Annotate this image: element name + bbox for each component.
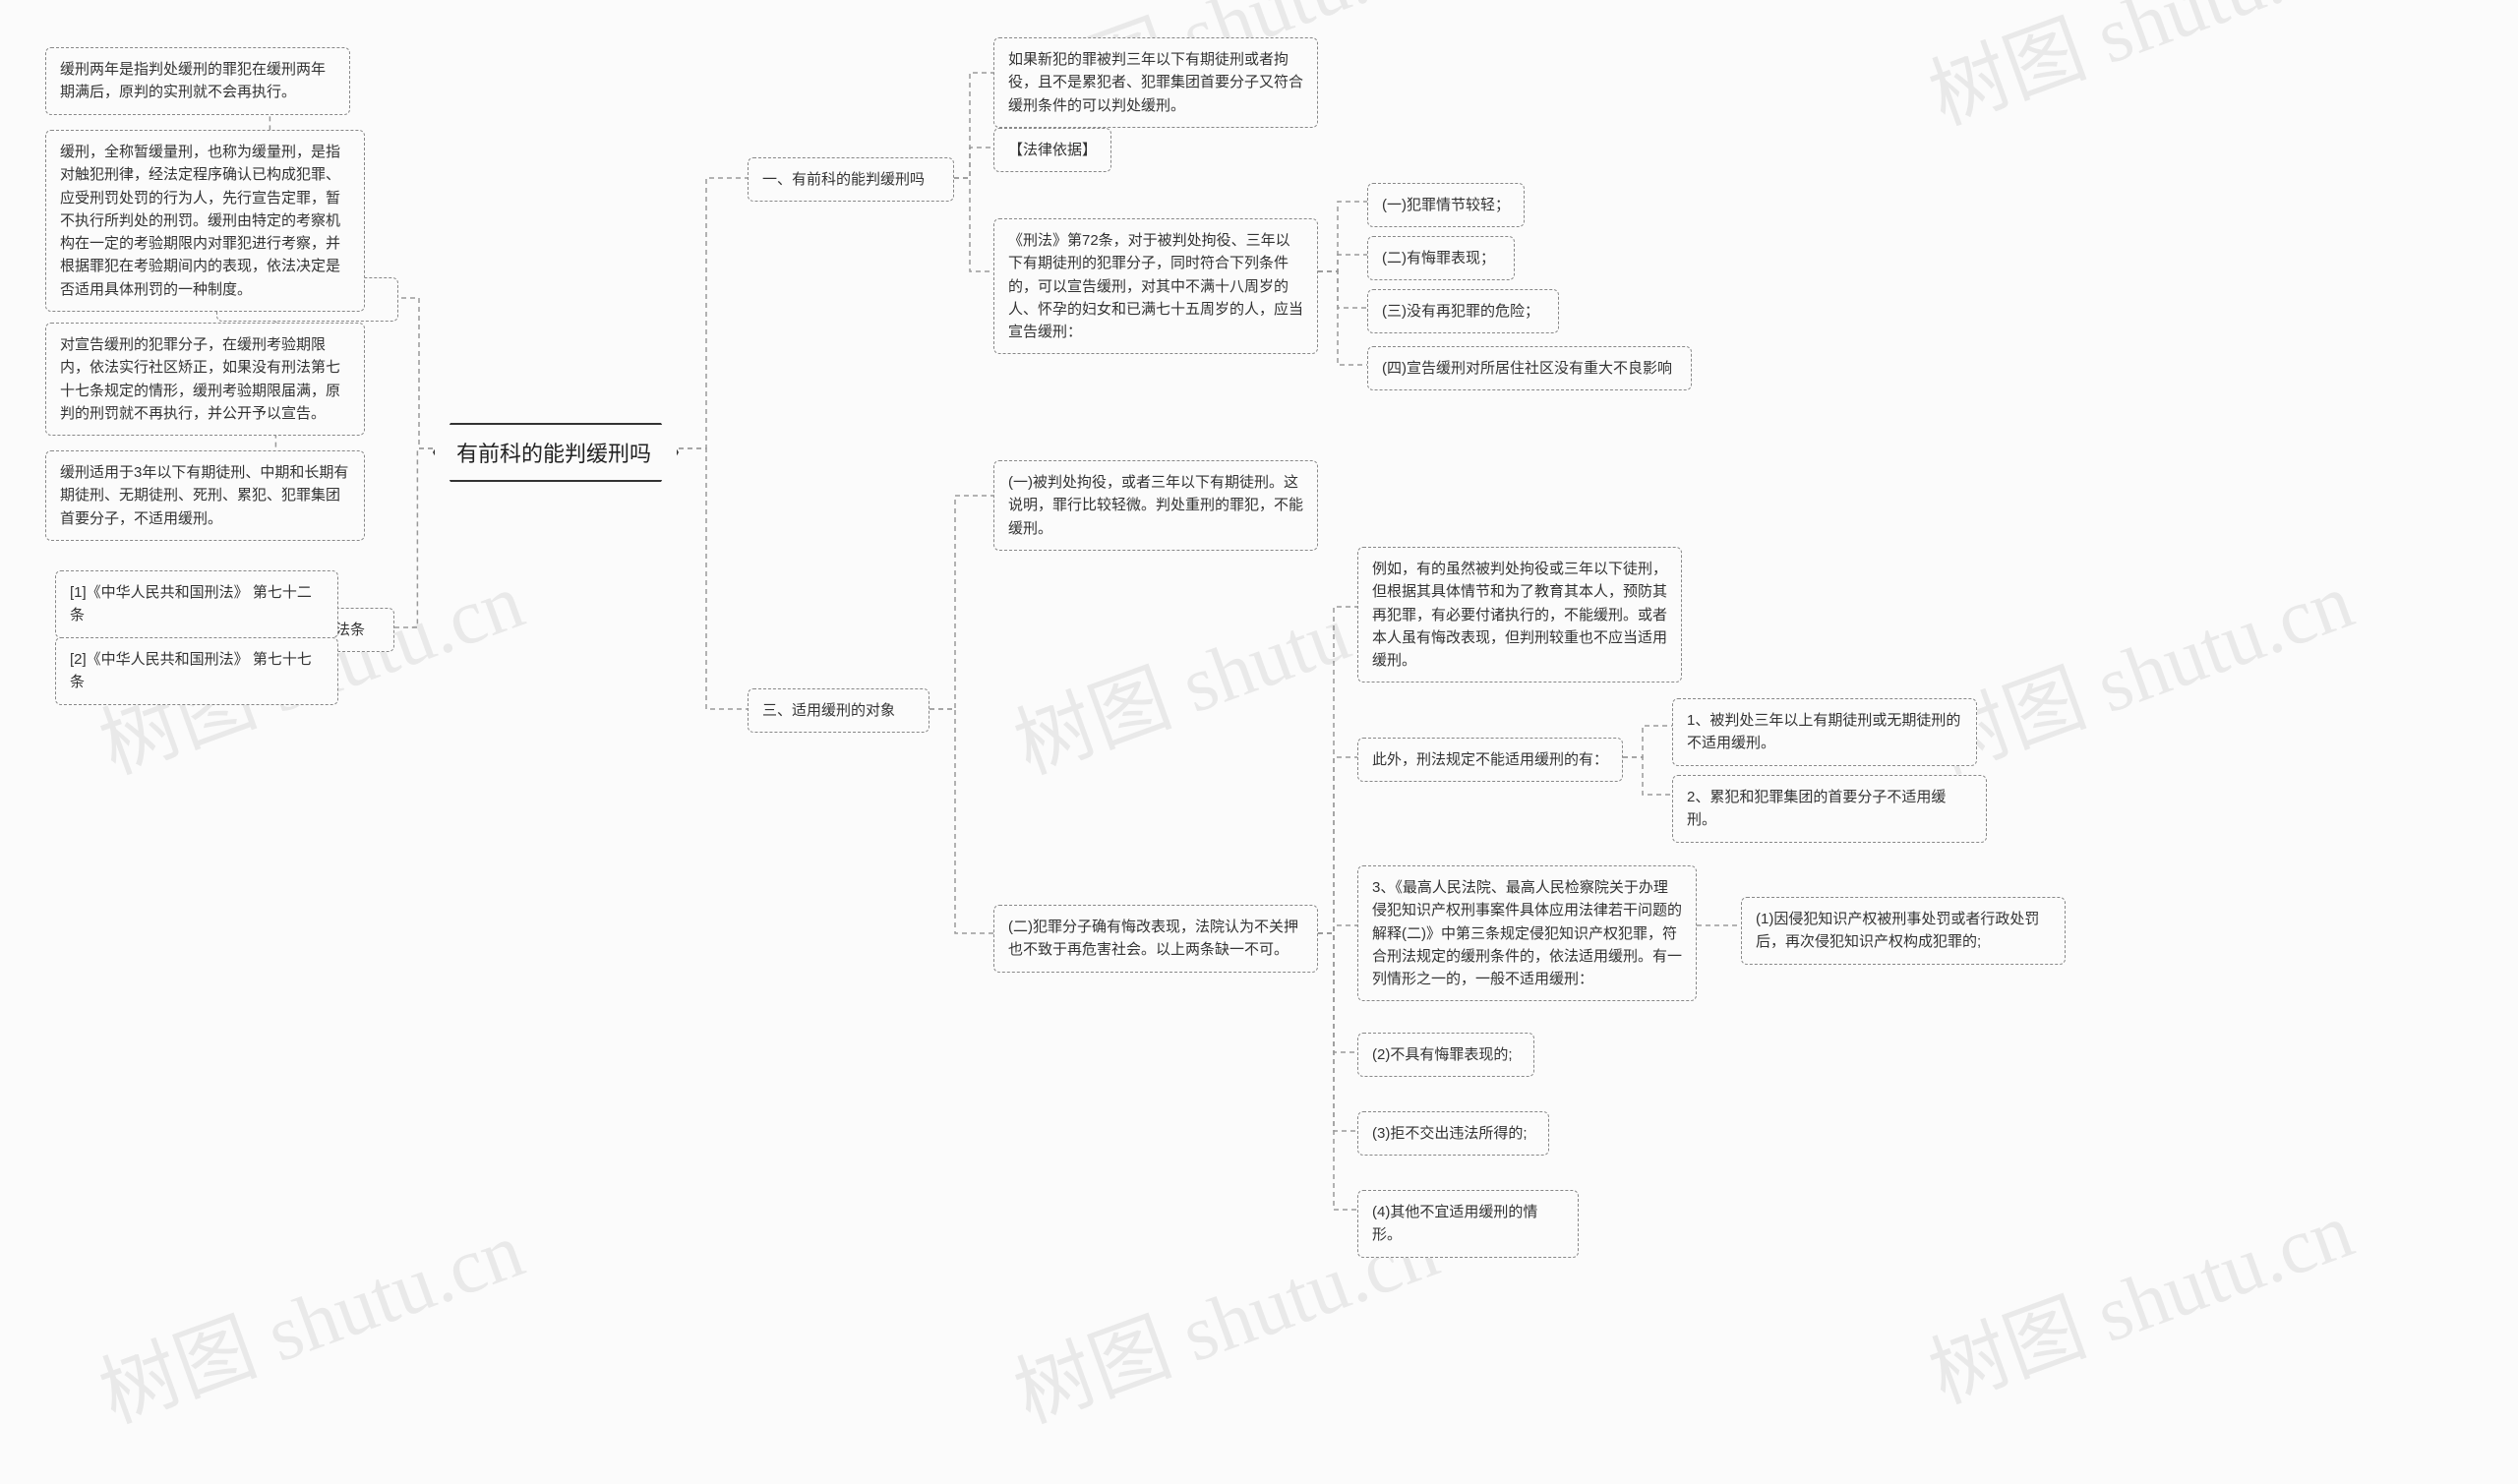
node-l2b: 缓刑，全称暂缓量刑，也称为缓量刑，是指对触犯刑律，经法定程序确认已构成犯罪、应受… bbox=[45, 130, 365, 312]
node-r1c3: (三)没有再犯罪的危险； bbox=[1367, 289, 1559, 333]
node-l4b: [2]《中华人民共和国刑法》 第七十七条 bbox=[55, 637, 338, 705]
node-text: (二)犯罪分子确有悔改表现，法院认为不关押也不致于再危害社会。以上两条缺一不可。 bbox=[1008, 919, 1298, 958]
node-text: (四)宣告缓刑对所居住社区没有重大不良影响 bbox=[1382, 360, 1672, 377]
node-r3b1: 例如，有的虽然被判处拘役或三年以下徒刑，但根据其具体情节和为了教育其本人，预防其… bbox=[1357, 547, 1682, 683]
node-text: 对宣告缓刑的犯罪分子，在缓刑考验期限内，依法实行社区矫正，如果没有刑法第七十七条… bbox=[60, 336, 340, 422]
node-text: 3、《最高人民法院、最高人民检察院关于办理侵犯知识产权刑事案件具体应用法律若干问… bbox=[1372, 879, 1682, 987]
node-text: 如果新犯的罪被判三年以下有期徒刑或者拘役，且不是累犯者、犯罪集团首要分子又符合缓… bbox=[1008, 51, 1303, 114]
node-text: 2、累犯和犯罪集团的首要分子不适用缓刑。 bbox=[1687, 789, 1946, 828]
node-text: [2]《中华人民共和国刑法》 第七十七条 bbox=[70, 651, 312, 690]
node-l2a: 缓刑两年是指判处缓刑的罪犯在缓刑两年期满后，原判的实刑就不会再执行。 bbox=[45, 47, 350, 115]
node-r3b2: 此外，刑法规定不能适用缓刑的有： bbox=[1357, 738, 1623, 782]
node-text: (一)犯罪情节较轻； bbox=[1382, 197, 1510, 213]
node-text: (一)被判处拘役，或者三年以下有期徒刑。这说明，罪行比较轻微。判处重刑的罪犯，不… bbox=[1008, 474, 1303, 537]
node-text: 1、被判处三年以上有期徒刑或无期徒刑的不适用缓刑。 bbox=[1687, 712, 1960, 751]
node-r3b3: 3、《最高人民法院、最高人民检察院关于办理侵犯知识产权刑事案件具体应用法律若干问… bbox=[1357, 865, 1697, 1001]
node-text: (三)没有再犯罪的危险； bbox=[1382, 303, 1539, 320]
watermark: 树图 shutu.cn bbox=[1912, 0, 2366, 147]
node-r3b5: (3)拒不交出违法所得的; bbox=[1357, 1111, 1549, 1156]
node-text: 一、有前科的能判缓刑吗 bbox=[762, 171, 925, 188]
node-r3b6: (4)其他不宜适用缓刑的情形。 bbox=[1357, 1190, 1579, 1258]
node-r1c4: (四)宣告缓刑对所居住社区没有重大不良影响 bbox=[1367, 346, 1692, 390]
node-l2d: 缓刑适用于3年以下有期徒刑、中期和长期有期徒刑、无期徒刑、死刑、累犯、犯罪集团首… bbox=[45, 450, 365, 541]
node-text: (4)其他不宜适用缓刑的情形。 bbox=[1372, 1204, 1537, 1243]
node-r1c1: (一)犯罪情节较轻； bbox=[1367, 183, 1525, 227]
watermark: 树图 shutu.cn bbox=[1912, 1167, 2366, 1426]
node-r3: 三、适用缓刑的对象 bbox=[748, 688, 929, 733]
node-l2c: 对宣告缓刑的犯罪分子，在缓刑考验期限内，依法实行社区矫正，如果没有刑法第七十七条… bbox=[45, 323, 365, 436]
node-text: 《刑法》第72条，对于被判处拘役、三年以下有期徒刑的犯罪分子，同时符合下列条件的… bbox=[1008, 232, 1303, 340]
node-text: 此外，刑法规定不能适用缓刑的有： bbox=[1372, 751, 1608, 768]
node-r1b: 【法律依据】 bbox=[993, 128, 1111, 172]
node-r3a: (一)被判处拘役，或者三年以下有期徒刑。这说明，罪行比较轻微。判处重刑的罪犯，不… bbox=[993, 460, 1318, 551]
watermark: 树图 shutu.cn bbox=[1912, 538, 2366, 797]
node-text: 缓刑，全称暂缓量刑，也称为缓量刑，是指对触犯刑律，经法定程序确认已构成犯罪、应受… bbox=[60, 144, 340, 298]
node-text: (3)拒不交出违法所得的; bbox=[1372, 1125, 1528, 1142]
root-text: 有前科的能判缓刑吗 bbox=[456, 442, 651, 466]
node-text: 例如，有的虽然被判处拘役或三年以下徒刑，但根据其具体情节和为了教育其本人，预防其… bbox=[1372, 561, 1667, 669]
node-text: [1]《中华人民共和国刑法》 第七十二条 bbox=[70, 584, 312, 623]
node-text: (2)不具有悔罪表现的; bbox=[1372, 1046, 1513, 1063]
node-text: 缓刑两年是指判处缓刑的罪犯在缓刑两年期满后，原判的实刑就不会再执行。 bbox=[60, 61, 326, 100]
node-r3b3a: (1)因侵犯知识产权被刑事处罚或者行政处罚后，再次侵犯知识产权构成犯罪的; bbox=[1741, 897, 2066, 965]
node-r3b4: (2)不具有悔罪表现的; bbox=[1357, 1033, 1534, 1077]
node-l4a: [1]《中华人民共和国刑法》 第七十二条 bbox=[55, 570, 338, 638]
node-r1a: 如果新犯的罪被判三年以下有期徒刑或者拘役，且不是累犯者、犯罪集团首要分子又符合缓… bbox=[993, 37, 1318, 128]
node-text: 三、适用缓刑的对象 bbox=[762, 702, 895, 719]
node-r3b2b: 2、累犯和犯罪集团的首要分子不适用缓刑。 bbox=[1672, 775, 1987, 843]
watermark: 树图 shutu.cn bbox=[83, 1187, 536, 1446]
root-node: 有前科的能判缓刑吗 bbox=[433, 423, 679, 482]
node-r1c2: (二)有悔罪表现； bbox=[1367, 236, 1515, 280]
node-r3b: (二)犯罪分子确有悔改表现，法院认为不关押也不致于再危害社会。以上两条缺一不可。 bbox=[993, 905, 1318, 973]
node-text: (二)有悔罪表现； bbox=[1382, 250, 1495, 267]
node-text: (1)因侵犯知识产权被刑事处罚或者行政处罚后，再次侵犯知识产权构成犯罪的; bbox=[1756, 911, 2039, 950]
node-r3b2a: 1、被判处三年以上有期徒刑或无期徒刑的不适用缓刑。 bbox=[1672, 698, 1977, 766]
node-r1c: 《刑法》第72条，对于被判处拘役、三年以下有期徒刑的犯罪分子，同时符合下列条件的… bbox=[993, 218, 1318, 354]
node-r1: 一、有前科的能判缓刑吗 bbox=[748, 157, 954, 202]
node-text: 缓刑适用于3年以下有期徒刑、中期和长期有期徒刑、无期徒刑、死刑、累犯、犯罪集团首… bbox=[60, 464, 348, 527]
node-text: 【法律依据】 bbox=[1008, 142, 1097, 158]
